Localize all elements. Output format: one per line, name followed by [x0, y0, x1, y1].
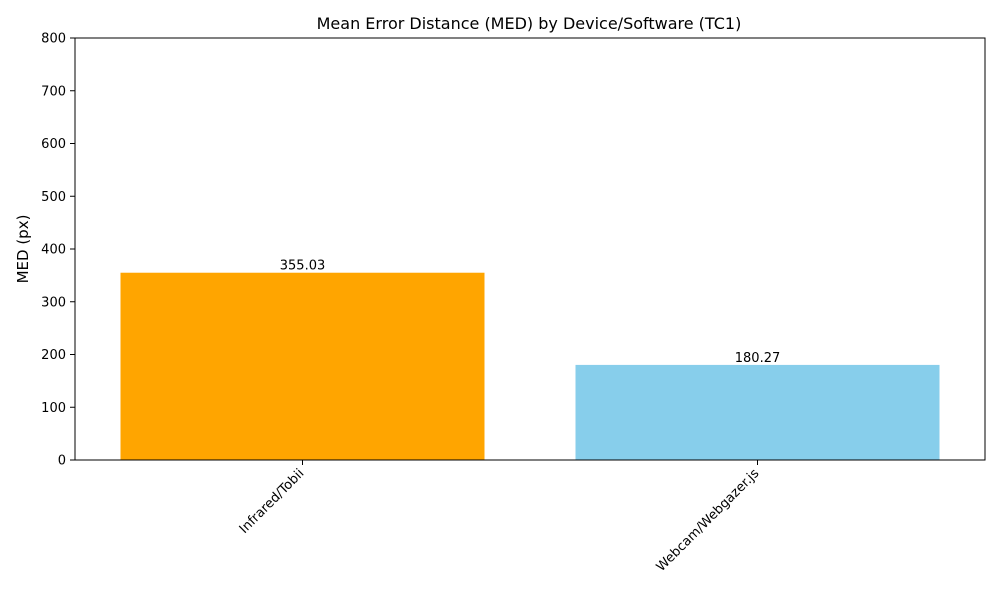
y-axis-label: MED (px): [14, 215, 32, 284]
y-tick-label: 300: [41, 295, 66, 310]
y-tick-label: 400: [41, 243, 66, 258]
y-tick-label: 700: [41, 84, 66, 99]
axes-frame: [74, 37, 986, 461]
bar-value-label: 180.27: [735, 351, 781, 366]
y-tick-label: 800: [41, 32, 66, 47]
y-tick-label: 500: [41, 190, 66, 205]
plot-area: 355.03 Infrared/Tobii 180.27 Webcam/Webgaze…: [41, 32, 986, 575]
x-tick-label: Webcam/Webgazer.js: [654, 466, 763, 575]
y-tick-label: 0: [58, 454, 66, 469]
chart-title: Mean Error Distance (MED) by Device/Soft…: [317, 14, 742, 33]
bar-2: [575, 364, 940, 460]
y-tick-label: 200: [41, 348, 66, 363]
y-tick-label: 100: [41, 401, 66, 416]
bar-1: [120, 272, 485, 460]
bar-value-label: 355.03: [280, 259, 326, 274]
x-tick-label: Infrared/Tobii: [237, 466, 308, 537]
y-tick-label: 600: [41, 137, 66, 152]
